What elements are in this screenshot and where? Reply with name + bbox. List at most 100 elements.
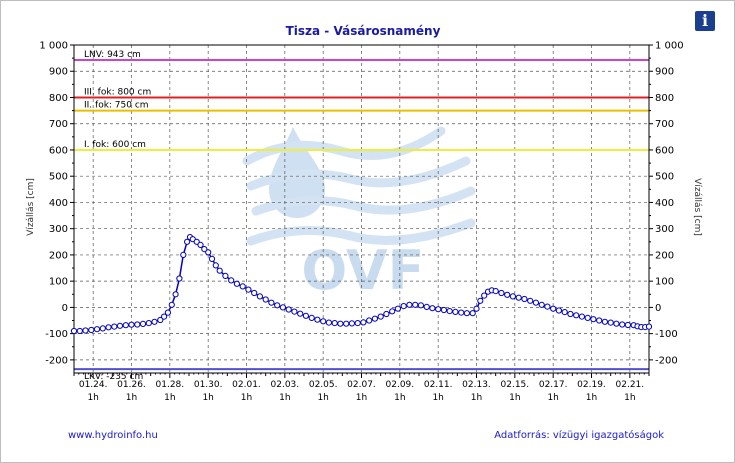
data-point (440, 306, 447, 314)
data-point (122, 322, 129, 329)
data-point (578, 313, 586, 320)
x-tick-hour-label: 1h (126, 393, 137, 403)
x-tick-hour-label: 1h (241, 393, 252, 403)
y-tick-label-left: 800 (49, 93, 68, 104)
data-point (325, 319, 332, 326)
x-tick-date-label: 02.17. (539, 380, 568, 390)
reference-line-label: I. fok: 600 cm (84, 140, 146, 150)
y-tick-label-left: -100 (45, 329, 68, 340)
data-point (463, 310, 470, 317)
y-tick-label-right: 700 (655, 119, 674, 130)
info-icon: i (701, 11, 709, 30)
y-tick-label-left: 400 (49, 198, 68, 209)
x-tick-date-label: 01.30. (194, 380, 223, 390)
data-point (555, 307, 563, 314)
x-tick-date-label: 02.13. (462, 380, 491, 390)
data-point (172, 291, 179, 298)
data-point (201, 246, 208, 253)
data-point (239, 283, 246, 290)
y-tick-label-right: 600 (655, 145, 674, 156)
y-axes: -200 -200 -100 -100 0 0 100 100 200 200 300 300 400 4… (39, 41, 683, 367)
data-point (596, 317, 603, 324)
reference-line-label: LKV: -235 cm (84, 372, 143, 382)
data-point (527, 297, 534, 304)
x-tick-date-label: 02.21. (616, 380, 645, 390)
x-tick-hour-label: 1h (317, 393, 328, 403)
watermark-wave-4 (246, 218, 476, 246)
data-point (371, 315, 378, 322)
data-point (590, 316, 597, 323)
data-point (383, 310, 390, 318)
data-point (394, 305, 401, 312)
y-tick-label-left: 700 (49, 119, 68, 130)
y-tick-label-right: 300 (655, 224, 674, 235)
data-point (521, 295, 528, 303)
data-point (406, 301, 413, 308)
y-tick-label-left: 100 (49, 277, 68, 288)
data-point (343, 320, 350, 327)
data-point (168, 301, 175, 308)
watermark-wave-3 (251, 186, 476, 216)
data-point (412, 301, 419, 308)
x-tick-date-label: 02.19. (577, 380, 606, 390)
data-point (233, 280, 240, 287)
data-point (70, 327, 78, 335)
data-point (82, 327, 89, 334)
y-tick-label-right: 900 (655, 67, 674, 78)
data-point (360, 319, 367, 326)
x-tick-hour-label: 1h (356, 393, 367, 403)
y-axis-label-right: Vízállás [cm] (692, 178, 702, 236)
grid (74, 45, 649, 373)
y-tick-label-right: 0 (655, 303, 661, 314)
data-point (509, 293, 516, 300)
x-tick-date-label: 02.03. (271, 380, 300, 390)
data-point (176, 275, 183, 282)
x-tick-date-label: 01.26. (117, 380, 146, 390)
data-point (607, 319, 614, 326)
data-point (251, 289, 258, 297)
data-point (601, 318, 609, 325)
data-point (477, 297, 484, 304)
data-point (377, 313, 384, 320)
info-button[interactable]: i (695, 11, 715, 31)
data-point (573, 312, 580, 319)
data-point (504, 291, 511, 298)
y-tick-label-right: 400 (655, 198, 674, 209)
data-point (613, 320, 620, 327)
y-tick-label-left: 900 (49, 67, 68, 78)
x-tick-date-label: 02.11. (424, 380, 453, 390)
data-point (561, 309, 568, 316)
data-point (111, 323, 118, 330)
data-point (446, 308, 453, 315)
data-point (469, 310, 476, 317)
x-tick-hour-label: 1h (87, 393, 98, 403)
data-point (208, 255, 216, 262)
data-point (331, 320, 338, 327)
y-tick-label-right: 200 (655, 250, 674, 261)
x-tick-hour-label: 1h (624, 393, 635, 403)
data-point (116, 322, 124, 329)
ovf-watermark: OVF (242, 126, 476, 302)
footer-link-hydroinfo[interactable]: www.hydroinfo.hu (68, 430, 158, 441)
data-point (134, 321, 141, 328)
data-point (228, 277, 235, 284)
x-tick-hour-label: 1h (394, 393, 405, 403)
x-tick-hour-label: 1h (279, 393, 290, 403)
data-point (532, 299, 540, 306)
data-point (268, 299, 275, 306)
y-tick-label-right: -100 (655, 329, 678, 340)
data-point (262, 296, 269, 303)
x-tick-date-label: 01.28. (156, 380, 185, 390)
watermark-wave-1 (242, 126, 446, 166)
x-tick-hour-label: 1h (164, 393, 175, 403)
data-point (88, 326, 95, 334)
y-tick-label-right: 100 (655, 277, 674, 288)
data-point (423, 303, 430, 310)
x-tick-date-label: 02.15. (501, 380, 530, 390)
data-point (184, 238, 191, 245)
y-tick-label-left: 300 (49, 224, 68, 235)
x-tick-hour-label: 1h (202, 393, 213, 403)
data-point (550, 305, 557, 312)
